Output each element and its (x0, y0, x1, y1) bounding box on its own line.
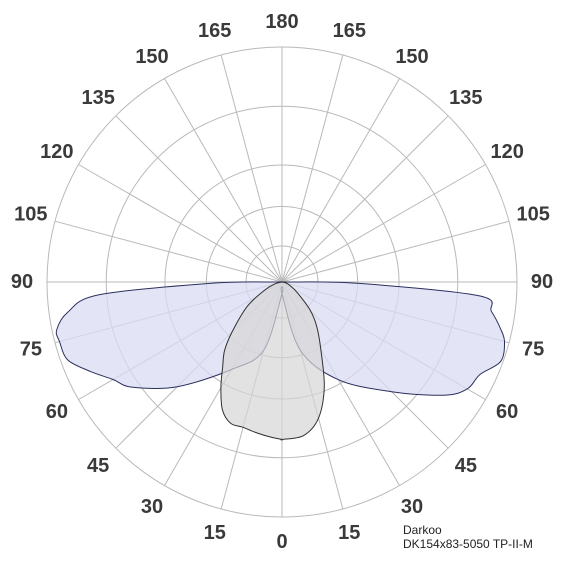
grid-spoke (78, 164, 283, 283)
angle-label-right: 90 (531, 271, 553, 293)
grid-spoke (220, 54, 283, 283)
angle-label-left: 165 (198, 20, 231, 42)
angle-label-left: 105 (14, 204, 47, 226)
angle-label-right: 150 (395, 46, 428, 68)
angle-label-right: 135 (449, 87, 482, 109)
angle-label-left: 45 (87, 455, 109, 477)
angle-label-bottom: 0 (276, 531, 287, 553)
angle-label-left: 120 (40, 141, 73, 163)
chart-footer: Darkoo DK154x83-5050 TP-II-M (403, 523, 533, 551)
angle-labels: 0 180 15 30 45 60 75 90 105 120 135 150 165 15 30 45 60 7… (11, 11, 553, 553)
angle-label-left: 15 (204, 522, 226, 544)
grid-spoke (281, 78, 400, 283)
angle-label-left: 90 (11, 271, 33, 293)
angle-label-right: 60 (496, 401, 518, 423)
angle-label-right: 30 (401, 496, 423, 518)
angle-label-right: 120 (490, 141, 523, 163)
angle-label-right: 45 (455, 455, 477, 477)
grid-spoke (281, 115, 449, 283)
angle-label-top: 180 (265, 11, 298, 33)
grid-spoke (281, 220, 510, 283)
grid-spoke (281, 54, 344, 283)
series-shape-2 (220, 281, 325, 441)
series-shape-1 (55, 281, 506, 396)
angle-label-right: 15 (338, 522, 360, 544)
grid-spoke (281, 164, 486, 283)
angle-label-left: 135 (81, 87, 114, 109)
grid-spoke (54, 220, 283, 283)
angle-label-left: 30 (141, 496, 163, 518)
angle-label-left: 75 (20, 338, 42, 360)
angle-label-right: 105 (516, 204, 549, 226)
grid-spoke (164, 78, 283, 283)
brand-name: Darkoo (403, 523, 442, 537)
angle-label-right: 75 (522, 338, 544, 360)
angle-label-left: 60 (46, 401, 68, 423)
angle-label-right: 165 (333, 20, 366, 42)
series-layer (55, 281, 506, 441)
angle-label-left: 150 (135, 46, 168, 68)
model-name: DK154x83-5050 TP-II-M (403, 537, 533, 551)
grid-spoke (115, 115, 283, 283)
